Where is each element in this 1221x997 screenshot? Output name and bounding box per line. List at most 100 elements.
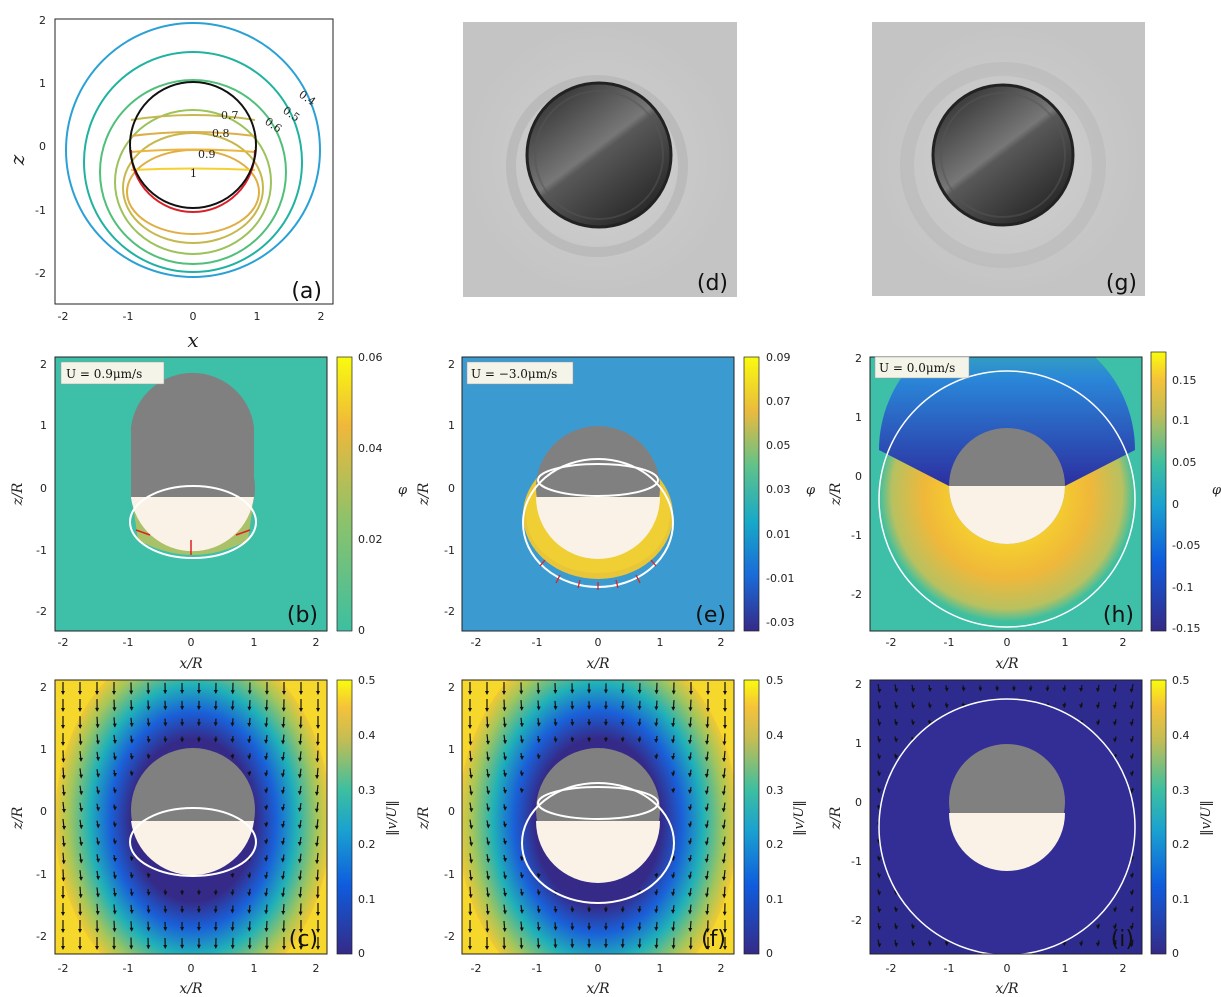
panel-label-c: (c)	[289, 927, 318, 952]
velocity-arrowhead	[654, 927, 659, 932]
b-xlabel: x/R	[179, 656, 203, 672]
velocity-arrowhead	[503, 823, 508, 828]
velocity-arrowhead	[61, 912, 65, 916]
velocity-arrowhead	[503, 789, 508, 794]
velocity-arrowhead	[247, 772, 252, 777]
c-xtick: -2	[58, 962, 69, 975]
contour-label-1: 1	[190, 167, 197, 180]
velocity-arrowhead	[298, 911, 303, 916]
a-xtick: -2	[58, 310, 69, 323]
velocity-arrowhead	[961, 687, 966, 692]
velocity-arrowhead	[671, 874, 676, 879]
velocity-arrowhead	[62, 809, 67, 814]
velocity-arrowhead	[213, 891, 218, 896]
velocity-arrowhead	[61, 758, 66, 763]
h-xtick: 2	[1120, 636, 1127, 649]
c-ylabel: z/R	[10, 806, 26, 830]
velocity-arrowhead	[129, 945, 134, 950]
velocity-arrowhead	[705, 707, 710, 712]
velocity-arrowhead	[196, 722, 201, 727]
velocity-arrowhead	[1079, 704, 1084, 709]
janus-bead	[525, 81, 673, 229]
velocity-arrowhead	[280, 893, 285, 898]
velocity-arrowhead	[96, 841, 101, 846]
velocity-arrowhead	[1095, 942, 1100, 947]
velocity-arrowhead	[654, 706, 659, 711]
colorbar-tick: 0.4	[358, 729, 376, 742]
velocity-arrowhead	[469, 791, 474, 796]
velocity-arrowhead	[180, 689, 185, 694]
velocity-arrowhead	[603, 738, 608, 743]
velocity-arrowhead	[670, 755, 675, 760]
velocity-arrowhead	[316, 912, 320, 916]
colorbar-b	[336, 356, 353, 632]
f-ytick: 1	[448, 743, 455, 756]
contour-lines	[65, 22, 321, 278]
i-xtick: -2	[886, 962, 897, 975]
velocity-arrowhead	[1129, 874, 1134, 879]
colorbar-tick: 0.4	[766, 729, 784, 742]
i-ytick: 2	[855, 678, 862, 691]
colorbar-tick: -0.03	[766, 616, 794, 629]
velocity-arrowhead	[503, 806, 508, 811]
colorbar-tick: 0.3	[1172, 784, 1190, 797]
velocity-arrowhead	[146, 909, 151, 914]
velocity-arrowhead	[146, 755, 151, 760]
panel-g: (g)	[872, 22, 1145, 296]
velocity-arrowhead	[536, 755, 541, 760]
colorbar-i	[1150, 679, 1167, 955]
velocity-arrowhead	[603, 908, 608, 913]
velocity-arrowhead	[230, 690, 235, 695]
velocity-arrowhead	[316, 725, 320, 729]
h-xlabel: x/R	[995, 656, 1019, 672]
velocity-arrowhead	[230, 874, 235, 879]
velocity-arrowhead	[721, 876, 726, 881]
velocity-arrowhead	[146, 927, 151, 932]
velocity-arrowhead	[247, 739, 252, 744]
velocity-arrowhead	[163, 738, 168, 743]
velocity-arrowhead	[213, 690, 218, 695]
velocity-arrowhead	[61, 877, 66, 882]
velocity-arrowhead	[315, 741, 320, 746]
colorbar-tick: 0.5	[766, 674, 784, 687]
velocity-arrowhead	[61, 742, 65, 746]
velocity-arrowhead	[723, 725, 727, 729]
velocity-arrowhead	[1112, 688, 1117, 693]
velocity-arrowhead	[722, 758, 727, 763]
velocity-arrowhead	[79, 842, 84, 847]
velocity-arrowhead	[1112, 925, 1117, 930]
velocity-arrowhead	[61, 946, 65, 950]
velocity-arrowhead	[671, 789, 676, 794]
a-ylabel: z	[5, 154, 29, 166]
velocity-arrowhead	[113, 875, 118, 880]
velocity-arrowhead	[264, 910, 269, 915]
velocity-arrowhead	[503, 740, 508, 745]
velocity-arrowhead	[502, 928, 507, 933]
velocity-arrowhead	[469, 876, 474, 881]
velocity-arrowhead	[553, 944, 558, 949]
velocity-arrowhead	[1028, 687, 1033, 692]
velocity-arrowhead	[723, 691, 727, 695]
velocity-arrowhead	[721, 808, 726, 813]
velocity-arrowhead	[486, 774, 491, 779]
colorbar-tick: 0	[1172, 947, 1179, 960]
velocity-arrowhead	[96, 790, 101, 795]
panel-label-i: (i)	[1111, 927, 1134, 952]
b-xtick: 0	[188, 636, 195, 649]
velocity-arrowhead	[314, 825, 319, 830]
panel-label-g: (g)	[1106, 271, 1137, 296]
f-xtick: -1	[532, 962, 543, 975]
velocity-arrowhead	[671, 927, 676, 932]
velocity-arrowhead	[536, 739, 541, 744]
colorbar-tick: 0.06	[358, 351, 383, 364]
velocity-label-b: U = 0.9μm/s	[66, 367, 142, 381]
velocity-arrowhead	[95, 928, 100, 933]
velocity-label-h: U = 0.0μm/s	[879, 361, 955, 375]
velocity-arrowhead	[112, 723, 117, 728]
velocity-arrowhead	[96, 858, 101, 863]
velocity-arrowhead	[944, 704, 949, 709]
velocity-arrowhead	[894, 925, 899, 930]
velocity-arrowhead	[113, 892, 118, 897]
velocity-arrowhead	[1078, 687, 1083, 692]
velocity-arrowhead	[687, 789, 692, 794]
